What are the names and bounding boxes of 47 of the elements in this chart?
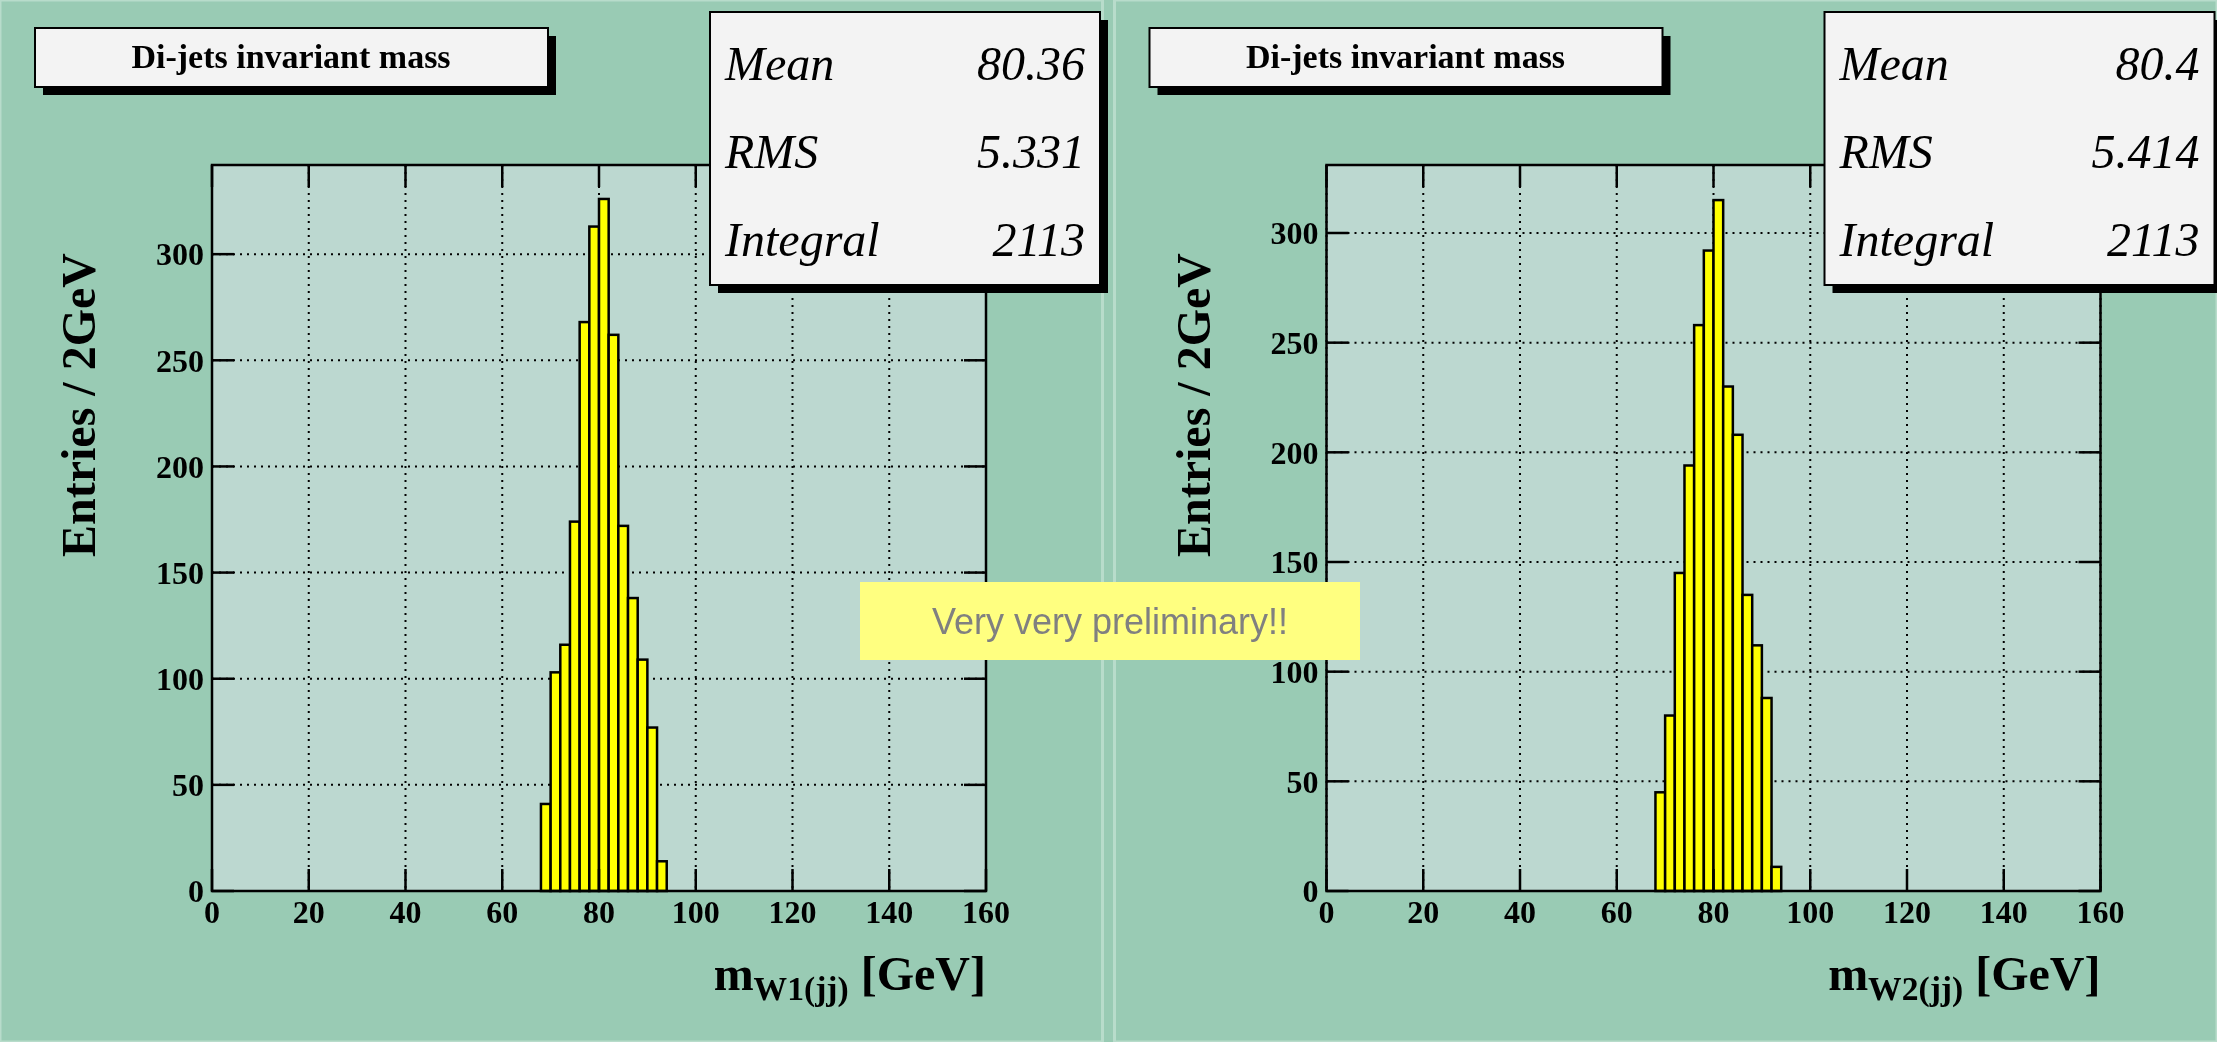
chart-title: Di-jets invariant mass bbox=[131, 38, 451, 75]
y-tick-label: 50 bbox=[172, 767, 204, 804]
y-tick-label: 150 bbox=[1270, 544, 1319, 581]
x-tick-label: 160 bbox=[2076, 894, 2125, 930]
x-tick-label: 40 bbox=[1504, 894, 1536, 930]
x-tick-label: 160 bbox=[962, 894, 1010, 930]
annotation: Very very preliminary!! bbox=[931, 600, 1289, 642]
x-tick-label: 140 bbox=[1979, 894, 2028, 930]
x-tick-label: 80 bbox=[1697, 894, 1730, 930]
annotation: RMS bbox=[724, 125, 819, 178]
chart-title: Di-jets invariant mass bbox=[1245, 38, 1566, 75]
y-tick-label: 300 bbox=[1270, 215, 1319, 252]
x-axis-title: m$_{W2(jj)}$ [GeV] bbox=[1828, 947, 2101, 1009]
x-tick-label: 60 bbox=[1600, 894, 1633, 930]
x-tick-label: 100 bbox=[1786, 894, 1835, 930]
x-axis-title: m$_{W1(jj)}$ [GeV] bbox=[713, 947, 986, 1009]
annotation: 5.331 bbox=[977, 125, 1085, 178]
text: 2113 bbox=[992, 213, 1085, 266]
text: Mean bbox=[724, 37, 835, 90]
x-tick-label: 120 bbox=[1883, 894, 1931, 930]
x-tick-label: 20 bbox=[292, 894, 325, 930]
text: Mean bbox=[1838, 37, 1949, 90]
y-tick-label: 250 bbox=[1270, 324, 1319, 361]
x-tick-label: 40 bbox=[389, 894, 422, 930]
x-tick-label: 100 bbox=[671, 894, 720, 930]
annotation: Integral bbox=[1838, 213, 1995, 266]
x-tick-label: 120 bbox=[768, 894, 817, 930]
y-tick-label: 300 bbox=[156, 236, 204, 273]
annotation: RMS bbox=[1838, 125, 1933, 178]
annotation: Integral bbox=[724, 213, 880, 266]
annotation: 5.414 bbox=[2091, 125, 2200, 178]
x-tick-label: 80 bbox=[583, 894, 615, 930]
text: 80.4 bbox=[2115, 37, 2200, 90]
y-tick-label: 50 bbox=[1286, 763, 1319, 800]
text: 80.36 bbox=[977, 37, 1085, 90]
y-tick-label: 250 bbox=[156, 342, 204, 379]
y-tick-label: 200 bbox=[156, 448, 204, 485]
x-tick-label: 60 bbox=[486, 894, 519, 930]
x-tick-label: 20 bbox=[1407, 894, 1440, 930]
y-axis-title: Entries / 2GeV bbox=[52, 252, 105, 557]
text: 2113 bbox=[2107, 213, 2200, 266]
y-tick-label: 100 bbox=[156, 660, 204, 697]
y-tick-label: 200 bbox=[1270, 434, 1319, 471]
y-tick-label: 150 bbox=[156, 554, 204, 591]
x-tick-label: 140 bbox=[865, 894, 914, 930]
y-tick-label: 100 bbox=[1270, 653, 1319, 690]
y-axis-title: Entries / 2GeV bbox=[1166, 252, 1220, 557]
